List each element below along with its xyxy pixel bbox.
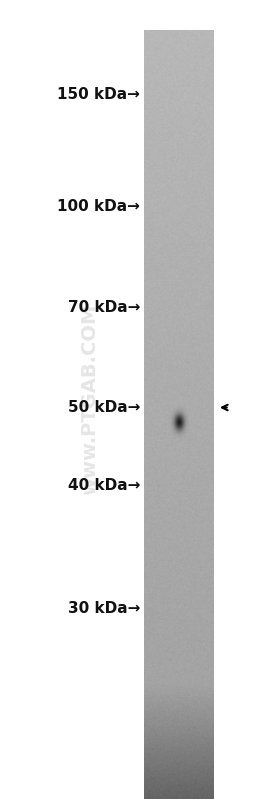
- Text: 30 kDa→: 30 kDa→: [68, 602, 140, 616]
- Text: 150 kDa→: 150 kDa→: [57, 87, 140, 101]
- Text: 100 kDa→: 100 kDa→: [57, 199, 140, 213]
- Text: 50 kDa→: 50 kDa→: [68, 400, 140, 415]
- Text: www.PTGAB.COM: www.PTGAB.COM: [80, 304, 99, 495]
- Text: 40 kDa→: 40 kDa→: [68, 479, 140, 493]
- Text: 70 kDa→: 70 kDa→: [68, 300, 140, 315]
